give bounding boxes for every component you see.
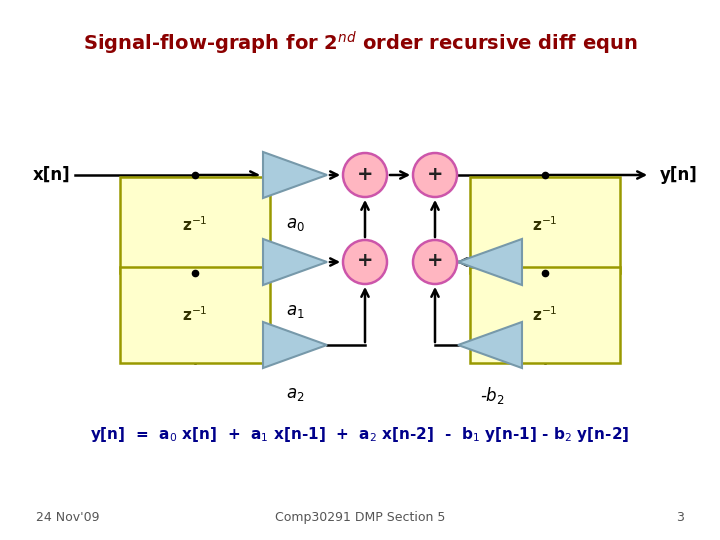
Bar [470, 267, 620, 363]
Text: a$_0$: a$_0$ [286, 215, 305, 233]
Text: z$^{-1}$: z$^{-1}$ [182, 306, 208, 325]
Text: +: + [356, 252, 373, 271]
Text: z$^{-1}$: z$^{-1}$ [532, 306, 558, 325]
Text: x[n]: x[n] [32, 166, 70, 184]
Text: Signal-flow-graph for 2$^{nd}$ order recursive diff equn: Signal-flow-graph for 2$^{nd}$ order rec… [83, 30, 637, 57]
Text: 24 Nov'09: 24 Nov'09 [36, 511, 99, 524]
Text: z$^{-1}$: z$^{-1}$ [532, 215, 558, 234]
Polygon shape [263, 239, 327, 285]
Polygon shape [458, 239, 522, 285]
Circle shape [343, 153, 387, 197]
Text: Comp30291 DMP Section 5: Comp30291 DMP Section 5 [275, 511, 445, 524]
Text: +: + [427, 252, 444, 271]
Bar [120, 267, 270, 363]
Text: 3: 3 [676, 511, 684, 524]
Circle shape [413, 153, 457, 197]
Bar [120, 177, 270, 273]
Text: y[n]  =  a$_0$ x[n]  +  a$_1$ x[n-1]  +  a$_2$ x[n-2]  -  b$_1$ y[n-1] - b$_2$ y: y[n] = a$_0$ x[n] + a$_1$ x[n-1] + a$_2$… [90, 425, 630, 444]
Text: a$_1$: a$_1$ [286, 302, 305, 320]
Text: +: + [356, 165, 373, 184]
Polygon shape [263, 152, 327, 198]
Polygon shape [263, 322, 327, 368]
Text: y[n]: y[n] [660, 166, 698, 184]
Circle shape [413, 240, 457, 284]
Text: -b$_1$: -b$_1$ [480, 302, 505, 323]
Text: -b$_2$: -b$_2$ [480, 385, 505, 406]
Text: +: + [427, 165, 444, 184]
Circle shape [343, 240, 387, 284]
Text: a$_2$: a$_2$ [286, 385, 305, 403]
Bar [470, 177, 620, 273]
Text: z$^{-1}$: z$^{-1}$ [182, 215, 208, 234]
Polygon shape [458, 322, 522, 368]
